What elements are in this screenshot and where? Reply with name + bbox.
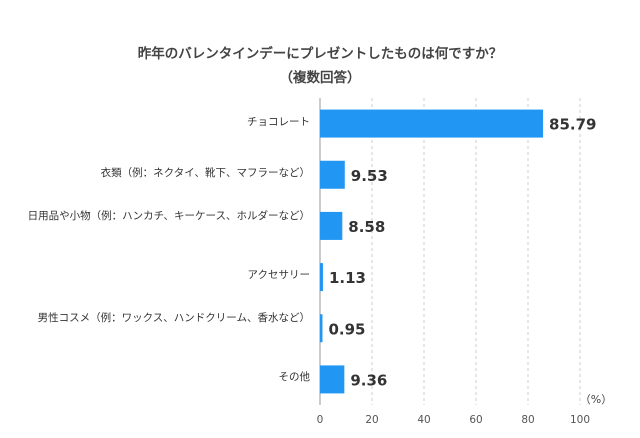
category-label: 男性コスメ（例：ワックス、ハンドクリーム、香水など）: [20, 310, 310, 326]
bar: [320, 365, 345, 394]
bar: [320, 263, 323, 292]
x-tick-label: 40: [417, 414, 430, 426]
category-label-text: 日用品や小物（例：ハンカチ、キーケース、ホルダーなど）: [27, 209, 310, 222]
category-label-text: その他: [278, 371, 311, 384]
bar: [320, 109, 544, 138]
bar: [320, 211, 343, 240]
x-unit-label: （%）: [580, 393, 612, 406]
x-tick-label: 20: [365, 414, 378, 426]
category-label: チョコレート: [20, 114, 310, 130]
chart-title: 昨年のバレンタインデーにプレゼントしたものは何ですか？: [137, 46, 503, 62]
x-tick-label: 60: [469, 414, 482, 426]
category-label-text: 男性コスメ（例：ワックス、ハンドクリーム、香水など）: [37, 312, 310, 325]
category-label: 日用品や小物（例：ハンカチ、キーケース、ホルダーなど）: [20, 208, 310, 224]
bar-value-label: 9.36: [350, 371, 387, 389]
bar-value-label: 9.53: [351, 167, 388, 185]
category-label: 衣類（例：ネクタイ、靴下、マフラーなど）: [20, 165, 310, 181]
category-label-text: 衣類（例：ネクタイ、靴下、マフラーなど）: [100, 166, 310, 179]
x-tick-label: 100: [570, 414, 590, 426]
bar-value-label: 1.13: [329, 269, 366, 287]
category-label-text: チョコレート: [247, 115, 310, 128]
bar-value-label: 85.79: [549, 116, 596, 134]
x-tick-label: 0: [317, 414, 324, 426]
bar-value-label: 8.58: [348, 218, 385, 236]
bar-value-label: 0.95: [328, 320, 365, 338]
bar: [320, 314, 323, 343]
category-label: その他: [20, 369, 311, 385]
x-tick-label: 80: [521, 414, 534, 426]
bar: [320, 160, 345, 189]
category-label: アクセサリー: [20, 267, 310, 283]
category-label-text: アクセサリー: [247, 269, 310, 282]
chart-subtitle: （複数回答）: [279, 70, 361, 86]
